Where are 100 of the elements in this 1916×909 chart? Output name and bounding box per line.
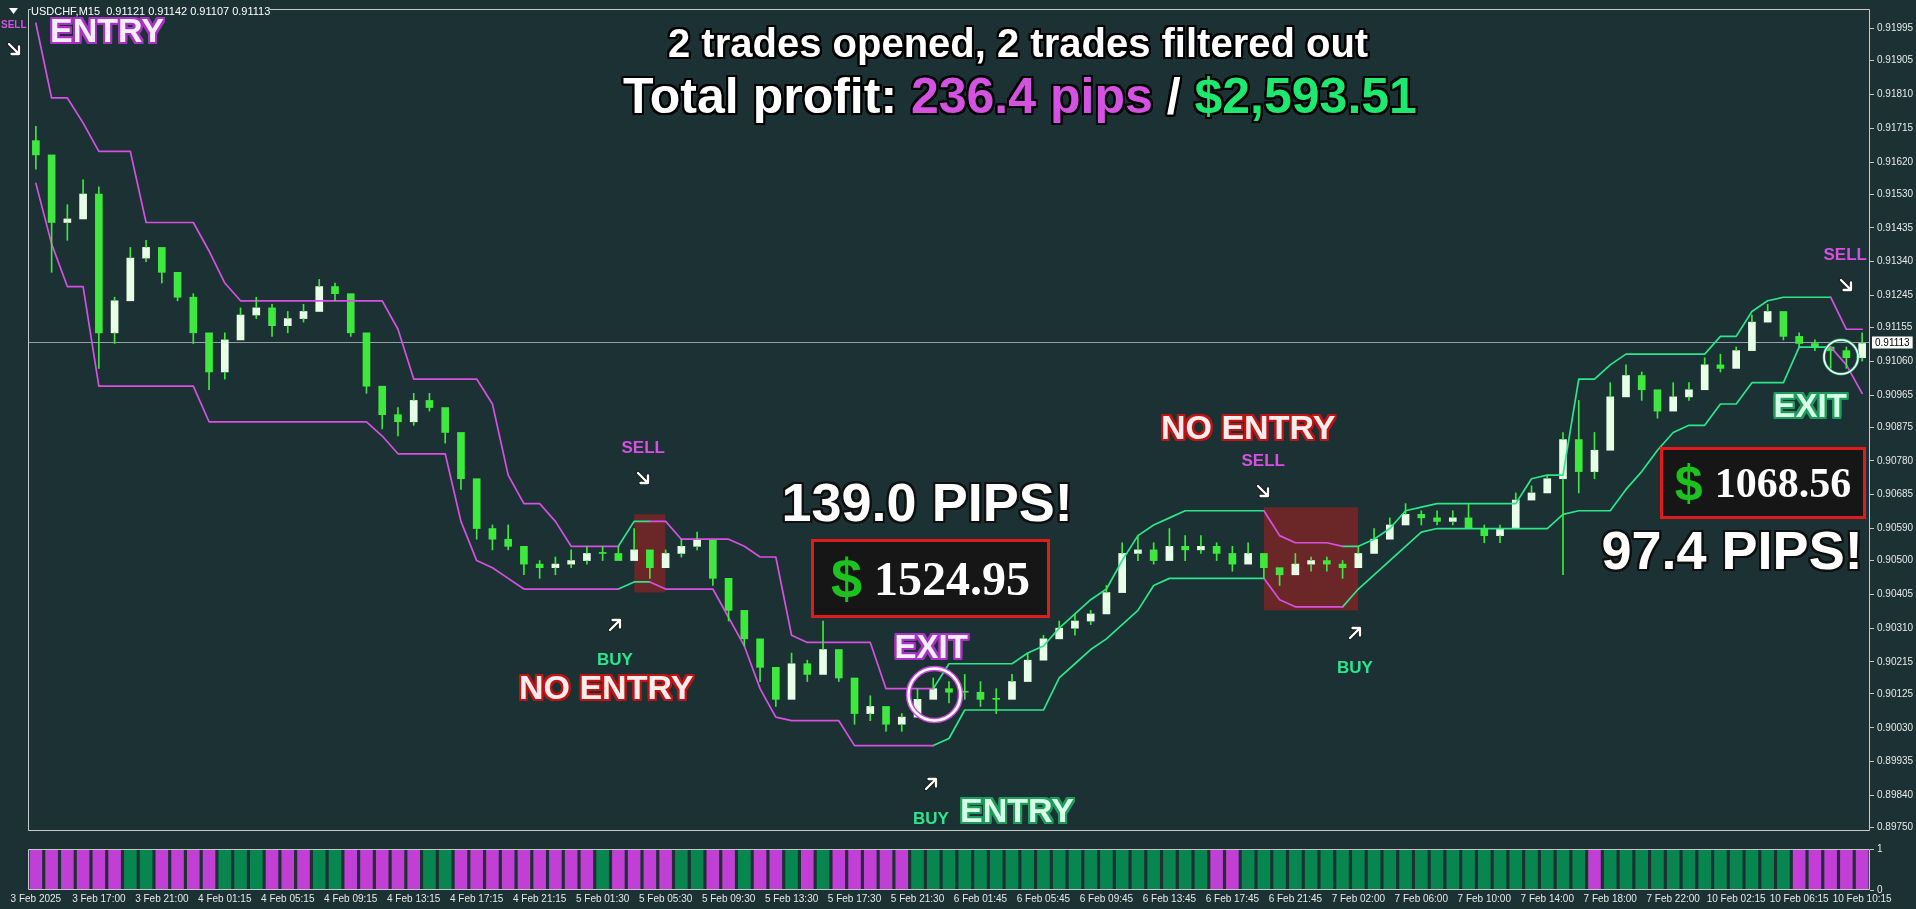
candlestick	[583, 546, 591, 565]
candlestick	[1008, 674, 1016, 700]
annotation: NO ENTRY	[1161, 408, 1336, 446]
candlestick	[1417, 510, 1426, 526]
x-tick-label: 4 Feb 17:15	[450, 892, 504, 904]
y-tick-label: 0.90215	[1877, 655, 1914, 667]
candlestick	[252, 296, 261, 319]
candlestick	[897, 713, 906, 732]
x-tick-label: 4 Feb 05:15	[261, 892, 315, 904]
candlestick	[504, 524, 513, 551]
candlestick	[205, 332, 213, 391]
annotation: $	[830, 546, 863, 610]
candlestick	[771, 666, 780, 707]
annotation: 1068.56	[1714, 460, 1852, 506]
y-tick-label: 0.90875	[1877, 420, 1914, 432]
candlestick	[882, 706, 890, 732]
ref-line-label: 0.91113	[1875, 336, 1911, 348]
x-tick-label: 5 Feb 05:30	[638, 892, 693, 904]
candlestick	[520, 546, 528, 576]
candlestick	[1858, 332, 1866, 362]
y-tick-label: 0.91810	[1877, 88, 1914, 100]
x-tick-label: 5 Feb 13:30	[764, 892, 819, 904]
candlestick	[457, 432, 465, 490]
candlestick	[268, 304, 276, 337]
candlestick	[646, 549, 654, 579]
candlestick	[1685, 382, 1693, 401]
candlestick	[819, 620, 827, 675]
annotation: EXIT	[894, 627, 968, 665]
annotation: BUY	[913, 808, 949, 828]
candlestick	[1637, 371, 1646, 401]
candlestick	[1732, 346, 1741, 369]
x-tick-label: 4 Feb 13:15	[387, 892, 441, 904]
annotation: ENTRY	[960, 791, 1074, 829]
x-tick-label: 7 Feb 22:00	[1646, 892, 1701, 904]
candlestick	[866, 695, 875, 722]
x-tick-label: 5 Feb 09:30	[701, 892, 756, 904]
candlestick	[409, 392, 418, 426]
y-tick-label: 0.91435	[1877, 221, 1914, 233]
candlestick	[1134, 535, 1142, 561]
y-tick-label: 0.89750	[1877, 821, 1914, 833]
annotation: SELL	[621, 437, 665, 457]
y-tick-label: 0.90590	[1877, 522, 1914, 534]
candlestick	[945, 681, 953, 704]
candlestick	[1480, 524, 1489, 544]
candlestick	[1496, 524, 1504, 544]
candlestick	[834, 649, 843, 682]
annotation: SELL	[1823, 244, 1867, 264]
x-tick-label: 5 Feb 17:30	[827, 892, 882, 904]
text: Total profit: 236.4 pips / $2,593.51	[623, 68, 1417, 124]
annotation: BUY	[597, 649, 633, 669]
x-tick-label: 4 Feb 01:15	[198, 892, 252, 904]
candlestick	[1433, 510, 1441, 526]
candlestick	[1795, 332, 1803, 348]
candlestick	[1086, 610, 1095, 625]
candlestick	[32, 126, 40, 170]
annotation: EXIT	[1773, 386, 1847, 424]
candlestick	[1055, 620, 1064, 640]
candlestick	[142, 239, 150, 262]
candlestick	[630, 528, 638, 561]
y-tick-label: 0.90030	[1877, 721, 1914, 733]
y-tick-label: 0.91905	[1877, 54, 1914, 66]
candlestick	[803, 659, 812, 682]
candlestick	[1023, 652, 1032, 682]
annotation: SELL	[1241, 450, 1285, 470]
y-tick-label: 0	[1877, 883, 1883, 895]
candlestick	[1370, 528, 1378, 554]
candlestick	[1323, 556, 1331, 572]
y-tick-label: 0.91060	[1877, 355, 1914, 367]
candlestick	[1197, 535, 1205, 554]
candlestick	[472, 478, 481, 540]
x-tick-label: 7 Feb 10:00	[1457, 892, 1512, 904]
candlestick	[1748, 314, 1756, 351]
amount-box: $ 1068.56	[1660, 447, 1866, 519]
annotation: 97.4 PIPS!	[1601, 520, 1863, 580]
candlestick	[346, 293, 355, 337]
annotation: 1524.95	[874, 551, 1031, 605]
candlestick	[1669, 382, 1678, 412]
x-tick-label: 6 Feb 21:45	[1268, 892, 1323, 904]
x-tick-label: 4 Feb 21:15	[512, 892, 567, 904]
candlestick	[1260, 553, 1268, 579]
y-tick-label: 0.90125	[1877, 687, 1914, 699]
x-tick-label: 7 Feb 14:00	[1520, 892, 1575, 904]
candlestick	[189, 293, 198, 344]
annotation: NO ENTRY	[519, 668, 694, 706]
candlestick	[378, 385, 387, 430]
y-tick-label: 0.91995	[1877, 22, 1914, 34]
x-tick-label: 7 Feb 02:00	[1331, 892, 1386, 904]
annotation: BUY	[1337, 657, 1373, 677]
candlestick	[1511, 492, 1520, 529]
candlestick	[1574, 400, 1583, 494]
candlestick	[1448, 510, 1457, 526]
y-tick-label: 0.91245	[1877, 289, 1914, 301]
candlestick	[157, 247, 166, 284]
x-tick-label: 10 Feb 10:15	[1832, 892, 1893, 904]
candlestick	[1118, 542, 1127, 593]
candlestick	[1622, 364, 1630, 398]
y-tick-label: 0.91530	[1877, 187, 1914, 199]
x-tick-label: 7 Feb 06:00	[1394, 892, 1449, 904]
candlestick	[709, 538, 717, 586]
x-tick-label: 7 Feb 18:00	[1583, 892, 1638, 904]
